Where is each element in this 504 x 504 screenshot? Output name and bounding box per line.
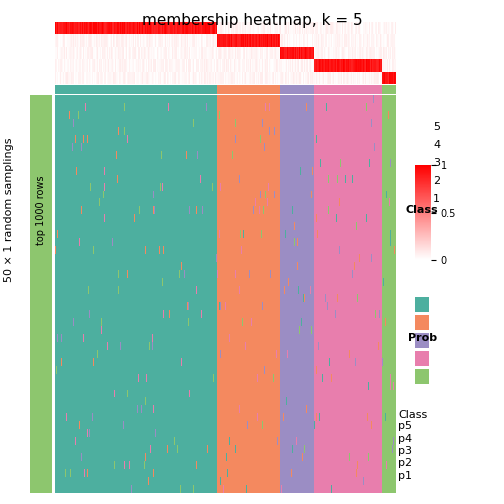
Text: Prob: Prob — [408, 333, 437, 343]
Text: 50 × 1 random samplings: 50 × 1 random samplings — [4, 138, 14, 282]
Text: Class: Class — [398, 409, 427, 419]
Text: membership heatmap, k = 5: membership heatmap, k = 5 — [142, 13, 362, 28]
Text: p5: p5 — [398, 421, 412, 431]
Text: Class: Class — [406, 205, 438, 215]
Text: p3: p3 — [398, 446, 412, 456]
Text: p2: p2 — [398, 459, 412, 468]
Text: 1: 1 — [433, 195, 440, 205]
Text: top 1000 rows: top 1000 rows — [36, 175, 46, 245]
Text: 4: 4 — [433, 141, 440, 151]
Text: p1: p1 — [398, 471, 412, 481]
Text: 2: 2 — [433, 176, 440, 186]
Text: 3: 3 — [433, 158, 440, 168]
Text: 5: 5 — [433, 122, 440, 133]
Text: p4: p4 — [398, 433, 412, 444]
